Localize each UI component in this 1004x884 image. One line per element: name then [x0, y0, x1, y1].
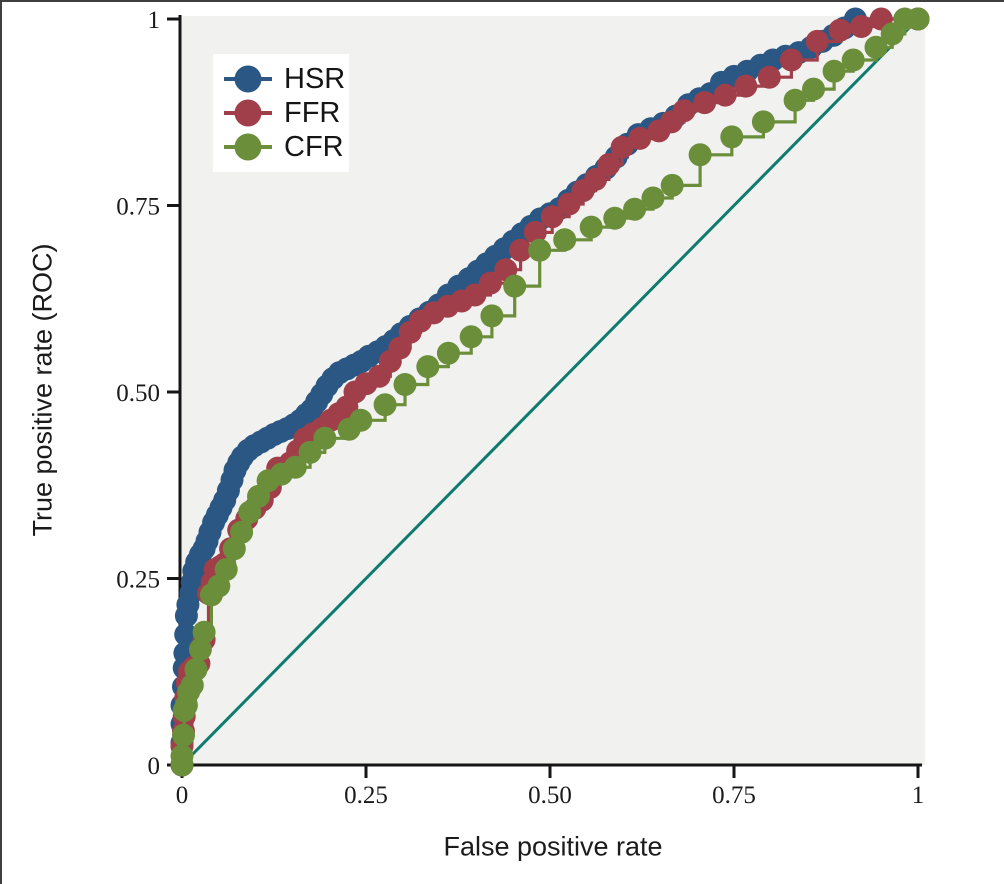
legend-label-hsr: HSR [284, 62, 346, 95]
svg-text:0: 0 [148, 753, 161, 780]
reference-diagonal-line [180, 17, 920, 767]
legend-item-hsr: HSR [224, 62, 349, 96]
legend-label-ffr: FFR [284, 96, 341, 129]
hsr-line-marker-icon [224, 65, 272, 93]
svg-text:1: 1 [912, 782, 925, 809]
series-cfr [170, 7, 930, 777]
svg-text:0.75: 0.75 [116, 194, 160, 221]
cfr-line-marker-icon [224, 133, 272, 161]
legend-label-cfr: CFR [284, 130, 344, 163]
svg-text:0.50: 0.50 [528, 782, 572, 809]
svg-text:0.50: 0.50 [116, 380, 160, 407]
svg-text:0.75: 0.75 [712, 782, 756, 809]
svg-text:0: 0 [176, 782, 189, 809]
x-axis-title: False positive rate [443, 831, 663, 862]
svg-text:0.25: 0.25 [116, 567, 160, 594]
legend-item-ffr: FFR [224, 96, 349, 130]
roc-series [170, 7, 930, 777]
svg-text:1: 1 [148, 7, 161, 34]
legend: HSR FFR CFR [213, 54, 349, 172]
y-axis-title: True positive rate (ROC) [27, 243, 58, 537]
ffr-line-marker-icon [224, 99, 272, 127]
svg-text:0.25: 0.25 [344, 782, 388, 809]
tick-labels: 0 0.25 0.50 0.75 1 0 0.25 0.50 0.75 1 [116, 7, 924, 809]
legend-item-cfr: CFR [224, 130, 349, 164]
